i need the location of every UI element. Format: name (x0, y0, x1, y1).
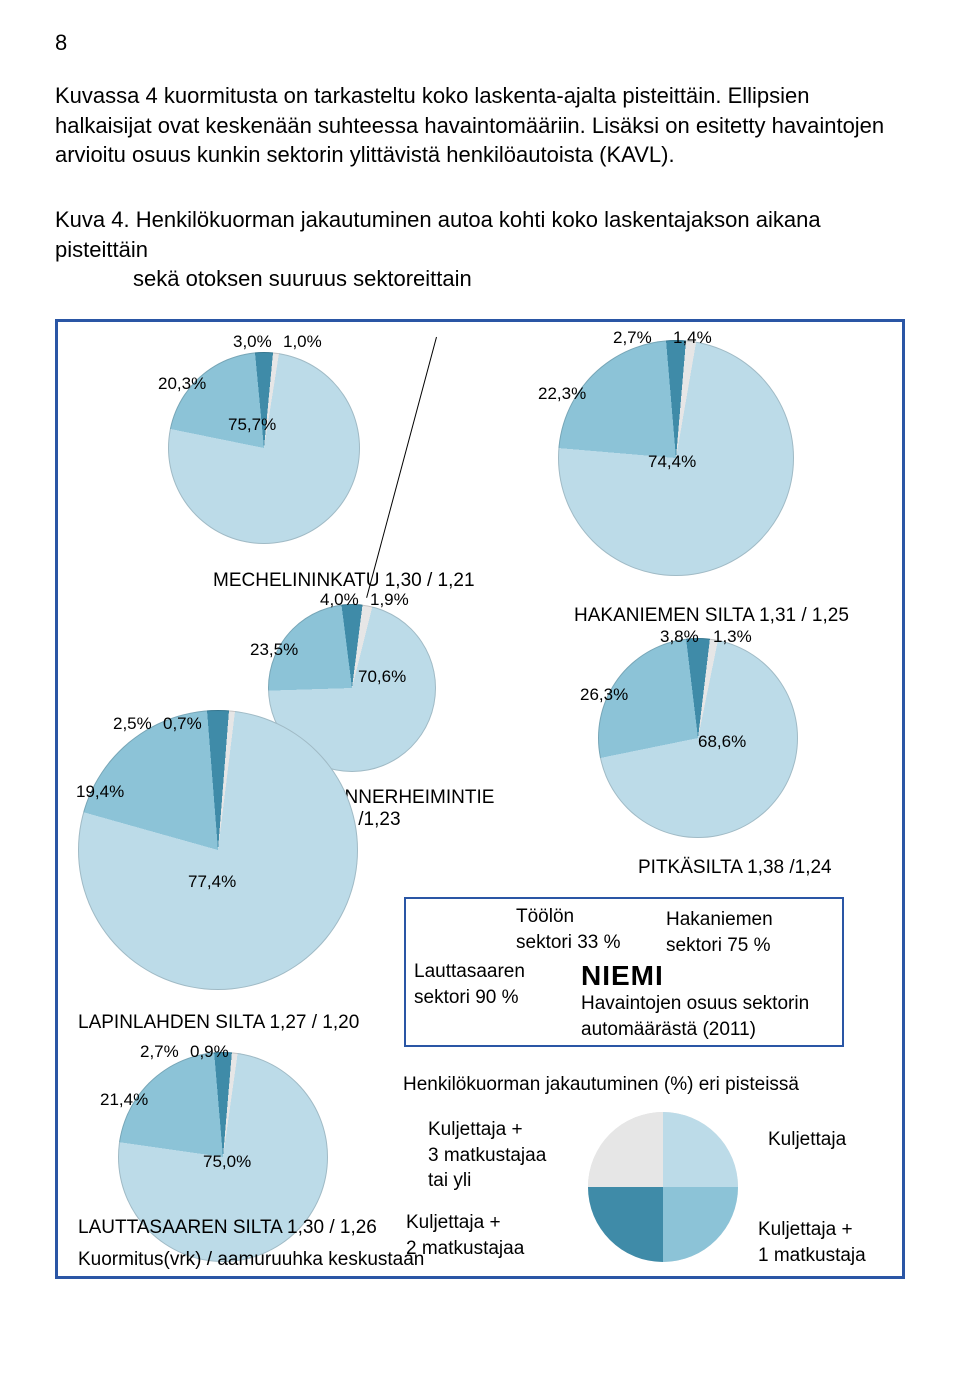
pitkasilta-v4: 1,3% (713, 627, 752, 647)
hakaniemi-v4: 1,4% (673, 328, 712, 348)
quad-tl-l1: Kuljettaja + (428, 1119, 523, 1140)
quadrant-pie (588, 1112, 738, 1262)
figure-caption: Kuva 4. Henkilökuorman jakautuminen auto… (55, 205, 905, 294)
hakaniemi-v3: 2,7% (613, 328, 652, 348)
hakaniemi-v2: 22,3% (538, 384, 586, 404)
niemi-label: NIEMI (581, 957, 664, 995)
pitkasilta-v2: 26,3% (580, 685, 628, 705)
pie-lapinlahti (78, 710, 358, 990)
page: 8 Kuvassa 4 kuormitusta on tarkasteltu k… (0, 0, 960, 1309)
legend-box: Töölön sektori 33 % Hakaniemen sektori 7… (404, 897, 844, 1047)
pitkasilta-v1: 68,6% (698, 732, 746, 752)
quad-br-l2: 1 matkustaja (758, 1245, 866, 1266)
kavl-note: Havaintojen osuus sektorin automäärästä … (581, 993, 809, 1040)
manner-v2: 23,5% (250, 640, 298, 660)
lauttasaari-v2: 21,4% (100, 1090, 148, 1110)
mechelin-v4: 1,0% (283, 332, 322, 352)
quad-br (663, 1187, 738, 1262)
intro-paragraph: Kuvassa 4 kuormitusta on tarkasteltu kok… (55, 81, 905, 170)
lapinlahti-v3: 2,5% (113, 714, 152, 734)
quad-tl-l3: tai yli (428, 1170, 471, 1191)
quad-tl-label: Kuljettaja + 3 matkustajaa tai yli (428, 1117, 546, 1194)
manner-v4: 1,9% (370, 590, 409, 610)
quad-tl-l2: 3 matkustajaa (428, 1145, 546, 1166)
hakaniemi-v1: 74,4% (648, 452, 696, 472)
lapinlahti-v1: 77,4% (188, 872, 236, 892)
hakan-pct: sektori 75 % (666, 935, 771, 956)
figure-caption-line1: Kuva 4. Henkilökuorman jakautuminen auto… (55, 207, 821, 262)
laut-label: Lauttasaaren (414, 961, 525, 982)
manner-v3: 4,0% (320, 590, 359, 610)
pitkasilta-v3: 3,8% (660, 627, 699, 647)
quad-tr-label: Kuljettaja (768, 1127, 846, 1153)
quad-br-l1: Kuljettaja + (758, 1219, 853, 1240)
lapinlahti-v2: 19,4% (76, 782, 124, 802)
lauttasaari-v3: 2,7% (140, 1042, 179, 1062)
figure-caption-line2: sekä otoksen suuruus sektoreittain (133, 264, 905, 294)
lapinlahti-v4: 0,7% (163, 714, 202, 734)
lauttasaari-v1: 75,0% (203, 1152, 251, 1172)
mechelin-v3: 3,0% (233, 332, 272, 352)
footer-line: Kuormitus(vrk) / aamuruuhka keskustaan (78, 1247, 424, 1273)
toolon-pct: sektori 33 % (516, 932, 621, 953)
laut-pct: sektori 90 % (414, 987, 519, 1008)
dist-title: Henkilökuorman jakautuminen (%) eri pist… (403, 1072, 853, 1098)
quad-bl-l1: Kuljettaja + (406, 1212, 501, 1233)
hakaniemi-title: HAKANIEMEN SILTA 1,31 / 1,25 (574, 605, 849, 627)
mechelin-title: MECHELININKATU 1,30 / 1,21 (213, 570, 475, 592)
page-number: 8 (55, 30, 905, 56)
lauttasaari-v4: 0,9% (190, 1042, 229, 1062)
quad-br-label: Kuljettaja + 1 matkustaja (758, 1217, 866, 1268)
lauttasaari-title: LAUTTASAAREN SILTA 1,30 / 1,26 (78, 1217, 377, 1239)
toolon-label: Töölön (516, 906, 574, 927)
hakan-label: Hakaniemen (666, 909, 773, 930)
connector-line (366, 337, 437, 598)
figure-frame: 3,0% 1,0% 20,3% 75,7% MECHELININKATU 1,3… (55, 319, 905, 1279)
mechelin-v1: 75,7% (228, 415, 276, 435)
mechelin-v2: 20,3% (158, 374, 206, 394)
lapinlahti-title: LAPINLAHDEN SILTA 1,27 / 1,20 (78, 1012, 359, 1034)
quad-tr (663, 1112, 738, 1187)
pitkasilta-title: PITKÄSILTA 1,38 /1,24 (638, 857, 832, 879)
quad-tl (588, 1112, 663, 1187)
manner-v1: 70,6% (358, 667, 406, 687)
quad-bl (588, 1187, 663, 1262)
